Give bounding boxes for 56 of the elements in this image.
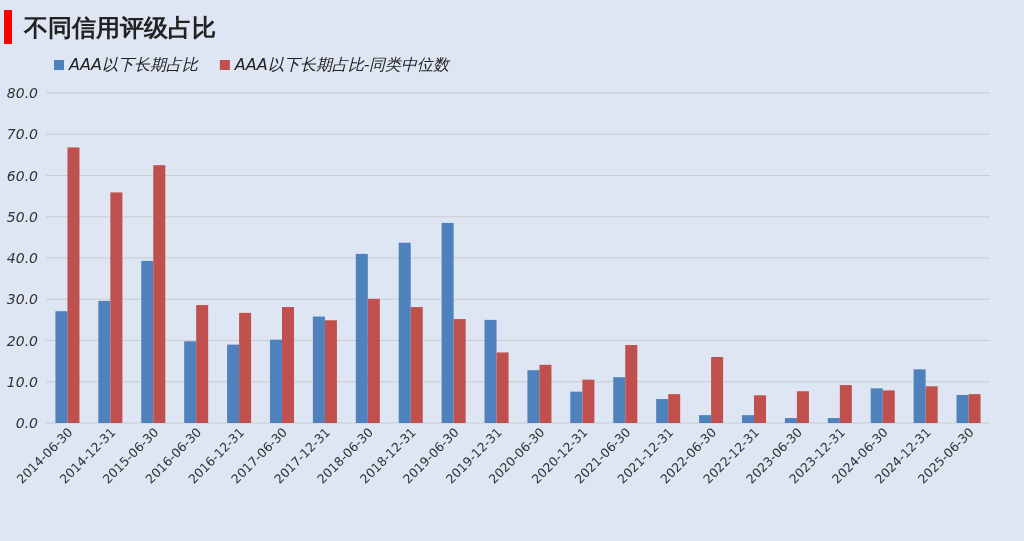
bar: [870, 388, 883, 423]
bar: [355, 253, 368, 423]
bar: [196, 305, 209, 423]
bar: [668, 394, 681, 423]
bar: [239, 312, 252, 423]
bar: [913, 369, 926, 423]
y-tick-label: 70.0: [6, 126, 39, 143]
bar: [312, 316, 325, 423]
bar: [968, 394, 981, 423]
bar: [367, 298, 380, 423]
bar: [882, 390, 895, 423]
bar: [582, 379, 595, 423]
y-tick-label: 40.0: [6, 250, 39, 266]
legend-label: AAA以下长期占比-同类中位数: [233, 55, 452, 74]
bar: [441, 222, 454, 423]
bar: [227, 344, 240, 423]
bar: [796, 391, 809, 423]
bar: [839, 385, 852, 423]
bar: [398, 242, 411, 423]
bar: [699, 415, 712, 423]
y-tick-label: 30.0: [6, 291, 39, 308]
bar: [324, 320, 337, 423]
bar: [67, 147, 80, 423]
bar: [827, 418, 840, 423]
bar: [741, 415, 754, 423]
y-tick-label: 60.0: [6, 167, 39, 184]
bar: [110, 192, 123, 423]
bar: [453, 319, 466, 423]
y-tick-label: 0.0: [15, 415, 39, 431]
bar: [410, 307, 423, 423]
y-tick-label: 80.0: [6, 85, 39, 101]
bar: [613, 377, 626, 423]
y-tick-label: 20.0: [6, 332, 39, 349]
bar: [539, 364, 552, 423]
bar: [269, 339, 282, 423]
legend-label: AAA以下长期占比: [68, 55, 199, 74]
bar: [711, 357, 724, 423]
y-tick-label: 50.0: [6, 208, 39, 225]
bar: [656, 399, 669, 423]
bar: [282, 307, 295, 423]
bar: [184, 341, 197, 423]
bar: [98, 300, 111, 423]
bar: [484, 319, 497, 423]
bar: [496, 352, 509, 423]
bar: [527, 370, 540, 423]
bar: [570, 391, 583, 423]
bar: [754, 395, 767, 423]
bar: [784, 418, 797, 423]
bar: [153, 165, 166, 423]
y-tick-label: 10.0: [6, 373, 39, 390]
bar: [925, 386, 938, 423]
bar: [625, 345, 638, 423]
bar: [956, 394, 969, 423]
chart-title: 不同信用评级占比: [23, 14, 216, 42]
bar: [141, 260, 154, 423]
bar: [55, 311, 68, 423]
